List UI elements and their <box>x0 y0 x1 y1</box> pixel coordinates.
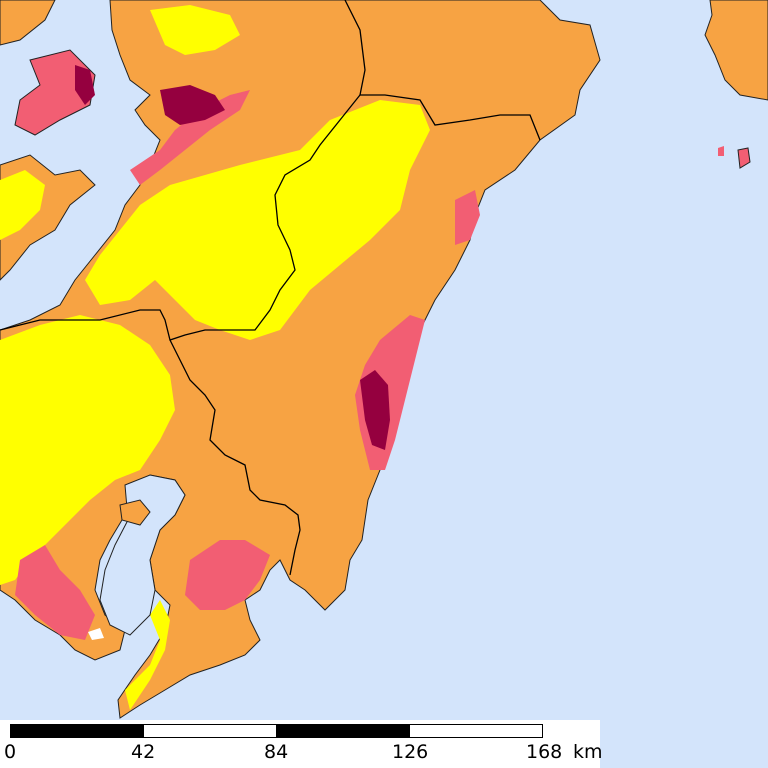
scale-segment <box>143 724 277 738</box>
zone-medium-north <box>130 90 250 185</box>
bay <box>99 474 186 636</box>
zone-lowest-south <box>125 600 170 710</box>
scale-tick-label: 126 <box>392 741 429 763</box>
scale-bar: 0 42 84 126 168 km <box>0 720 603 768</box>
zone-high-east <box>360 370 390 450</box>
lake <box>88 628 104 640</box>
scale-segment <box>409 724 543 738</box>
scale-tick-label: 0 <box>4 741 17 763</box>
land-northeast <box>704 0 768 101</box>
islet-east <box>718 146 724 156</box>
island-sakurajima <box>119 499 151 526</box>
land-west-yellow <box>0 170 45 240</box>
zone-lowest-central <box>85 100 430 340</box>
zone-lowest-north <box>150 5 240 55</box>
zone-high-north <box>160 85 225 125</box>
prefecture-border-1 <box>344 0 541 141</box>
scale-tick-label: 42 <box>131 741 156 763</box>
island-east <box>737 147 751 169</box>
zone-medium-east-coast <box>455 190 480 245</box>
zone-lowest-southwest <box>0 315 175 585</box>
land-main <box>0 0 601 719</box>
land-west-upper <box>0 0 56 46</box>
zone-high-peninsula <box>75 65 95 105</box>
scale-segment <box>276 724 410 738</box>
scale-tick-label: 84 <box>264 741 289 763</box>
prefecture-border-3 <box>169 339 301 576</box>
zone-medium-southwest <box>15 545 95 640</box>
prefecture-border-2 <box>0 94 361 341</box>
scale-segment <box>10 724 144 738</box>
scale-unit-label: km <box>573 741 603 763</box>
scale-tick-label: 168 <box>526 741 563 763</box>
zone-medium-south <box>185 540 270 610</box>
